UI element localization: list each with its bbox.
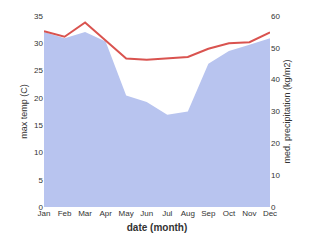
svg-text:med. precipitation (kg/m2): med. precipitation (kg/m2) [282, 59, 292, 163]
svg-text:Feb: Feb [58, 209, 72, 218]
svg-text:Dec: Dec [263, 209, 277, 218]
svg-text:10: 10 [34, 148, 43, 157]
svg-text:May: May [119, 209, 134, 218]
svg-text:Jun: Jun [140, 209, 153, 218]
svg-text:25: 25 [34, 66, 43, 75]
svg-text:20: 20 [271, 139, 280, 148]
svg-text:10: 10 [271, 171, 280, 180]
svg-text:Sep: Sep [201, 209, 216, 218]
svg-text:Aug: Aug [181, 209, 195, 218]
svg-text:30: 30 [271, 107, 280, 116]
svg-text:Jan: Jan [38, 209, 51, 218]
svg-text:0: 0 [39, 203, 44, 212]
svg-text:0: 0 [271, 203, 276, 212]
svg-text:max temp (C): max temp (C) [19, 84, 29, 139]
svg-text:30: 30 [34, 39, 43, 48]
svg-text:Mar: Mar [78, 209, 92, 218]
svg-text:5: 5 [39, 176, 44, 185]
svg-text:60: 60 [271, 12, 280, 21]
svg-text:50: 50 [271, 44, 280, 53]
svg-text:Jul: Jul [162, 209, 172, 218]
svg-text:35: 35 [34, 12, 43, 21]
svg-text:20: 20 [34, 94, 43, 103]
svg-text:Apr: Apr [99, 209, 112, 218]
svg-text:15: 15 [34, 121, 43, 130]
svg-text:40: 40 [271, 75, 280, 84]
svg-text:date (month): date (month) [127, 222, 188, 233]
svg-text:Oct: Oct [223, 209, 236, 218]
svg-text:Nov: Nov [242, 209, 256, 218]
